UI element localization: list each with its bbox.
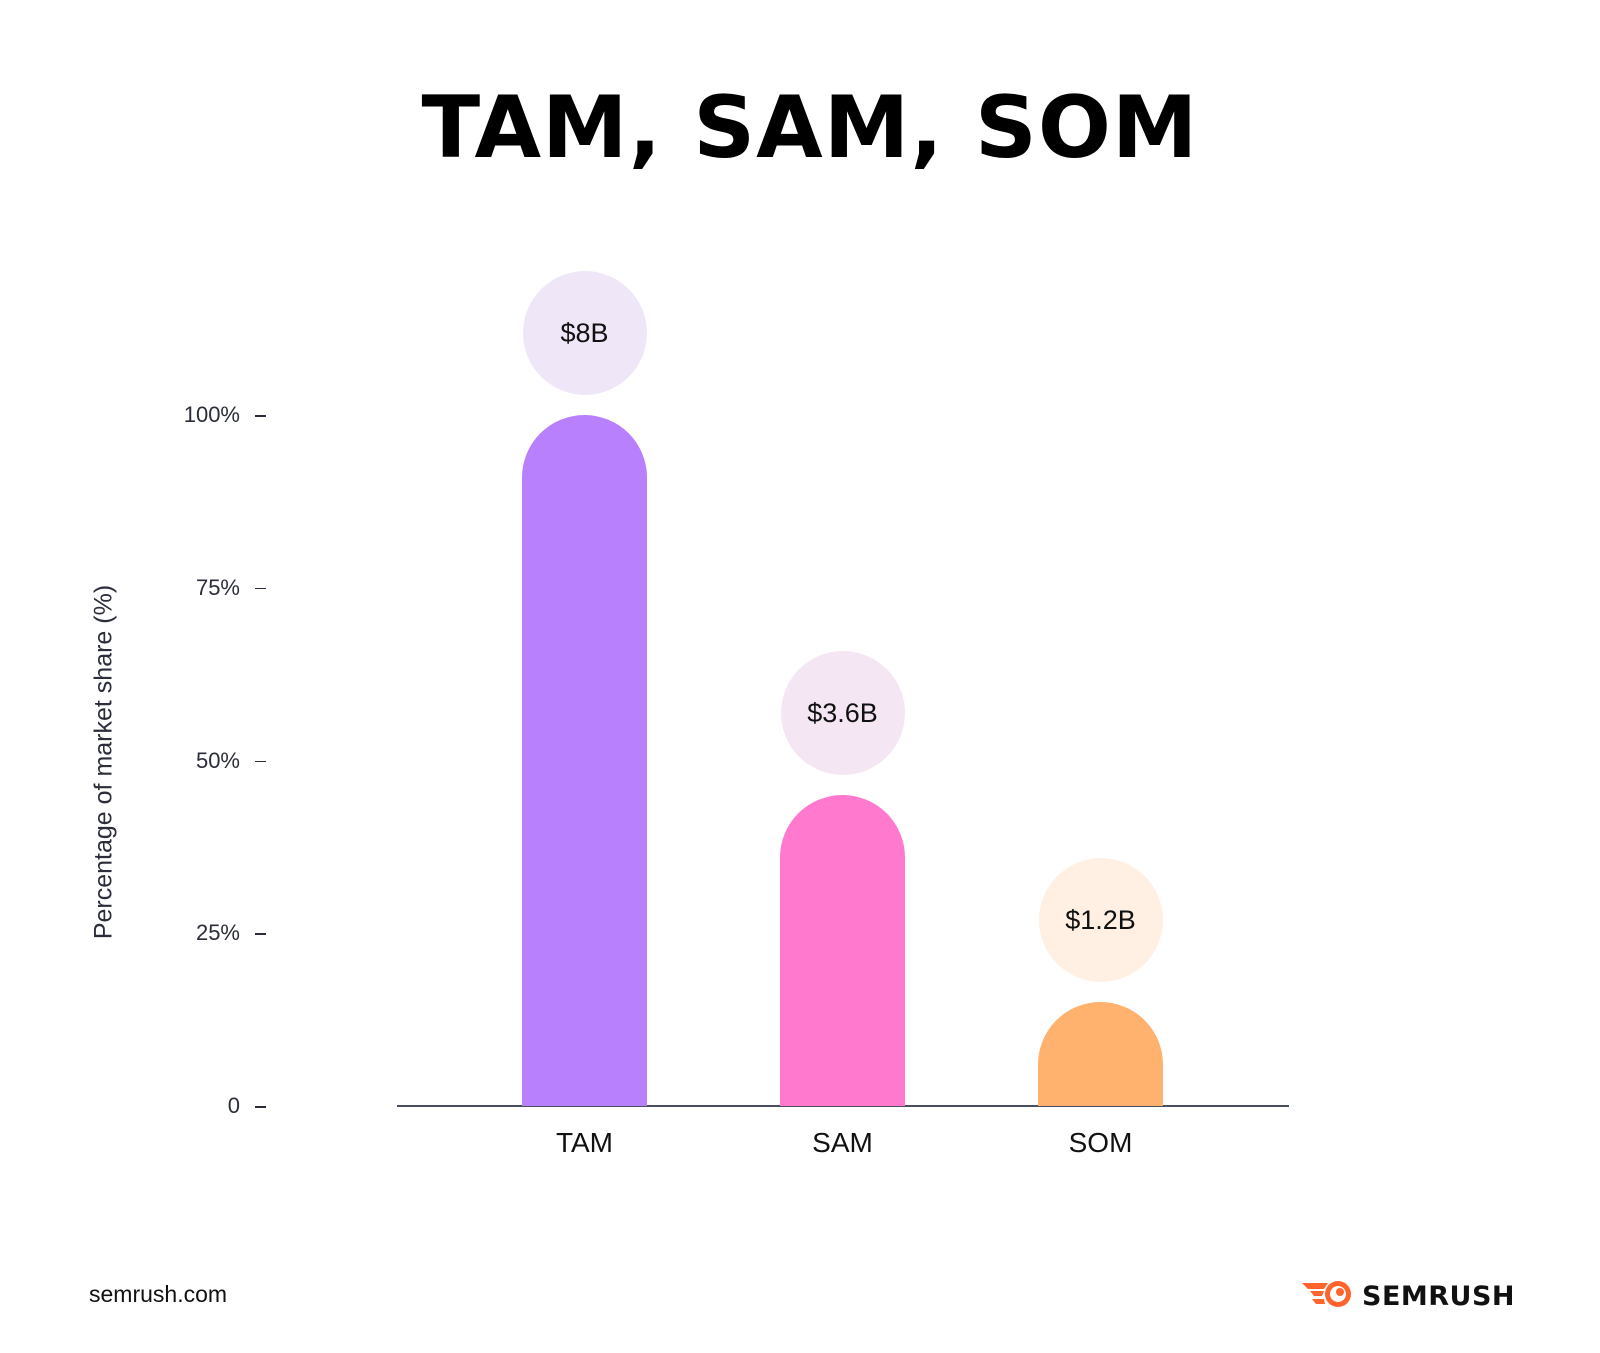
semrush-logo: SEMRUSH [1302, 1279, 1515, 1314]
semrush-fireball-icon [1302, 1279, 1354, 1314]
y-tick-label: 50% [195, 747, 240, 773]
chart-title: TAM, SAM, SOM [421, 78, 1199, 178]
value-bubble-tam: $8B [522, 271, 647, 395]
y-tick-mark [255, 933, 266, 935]
y-tick-mark [255, 587, 266, 590]
bar-tam [522, 415, 647, 1106]
y-tick-mark [255, 415, 266, 417]
bar-som [1038, 1002, 1163, 1106]
source-text: semrush.com [89, 1281, 228, 1307]
y-axis-label: Percentage of market share (%) [89, 584, 118, 940]
semrush-wordmark: SEMRUSH [1362, 1281, 1516, 1312]
value-bubble-sam: $3.6B [780, 651, 905, 776]
y-tick-label: 100% [183, 402, 240, 427]
x-category-label: TAM [555, 1127, 614, 1158]
x-category-label: SAM [812, 1127, 873, 1158]
x-category-label: SOM [1068, 1127, 1133, 1158]
bar-sam [780, 795, 905, 1106]
y-tick-mark [255, 760, 266, 762]
y-tick-label: 75% [195, 574, 240, 600]
y-tick-mark [255, 1106, 266, 1108]
value-bubble-som: $1.2B [1038, 858, 1163, 983]
y-tick-label: 25% [195, 920, 240, 946]
y-tick-label: 0 [227, 1093, 240, 1118]
x-axis-line [397, 1105, 1289, 1107]
